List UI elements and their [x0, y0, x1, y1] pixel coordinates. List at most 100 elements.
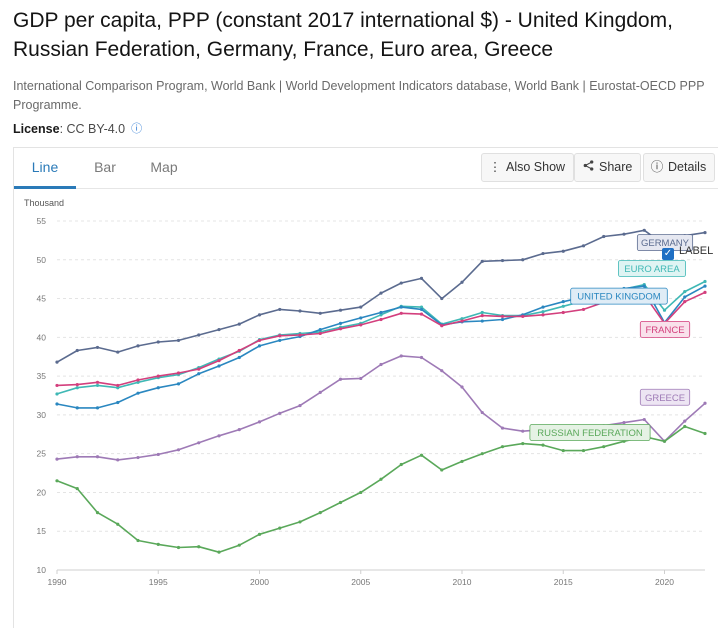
- details-button[interactable]: ⓘ Details: [643, 153, 716, 182]
- y-tick-label: 20: [37, 487, 47, 497]
- data-point-greece: [116, 458, 120, 462]
- x-tick-label: 1990: [48, 577, 67, 587]
- data-point-russian-federation: [257, 532, 262, 536]
- data-point-greece: [136, 455, 140, 460]
- series-line-russian-federation: [56, 425, 706, 554]
- data-point-greece: [95, 455, 100, 459]
- line-chart: 10 15 20 25 30 35 40 45 50 55 Thousand 1990 1995 2000…: [24, 198, 707, 587]
- data-point-france: [338, 327, 343, 331]
- data-point-france: [237, 348, 241, 353]
- data-point-germany: [440, 296, 444, 301]
- data-point-united-kingdom: [379, 310, 383, 315]
- data-point-russian-federation: [379, 477, 383, 481]
- data-point-france: [176, 371, 181, 375]
- data-point-euro-area: [541, 310, 545, 314]
- data-point-united-kingdom: [419, 307, 424, 312]
- data-point-germany: [480, 259, 484, 263]
- data-point-russian-federation: [197, 545, 201, 549]
- data-point-euro-area: [75, 386, 79, 390]
- share-button[interactable]: Share: [574, 153, 642, 182]
- data-point-greece: [176, 448, 181, 452]
- data-point-greece: [703, 401, 707, 405]
- data-point-russian-federation: [176, 545, 181, 550]
- data-point-france: [156, 374, 160, 378]
- data-point-germany: [136, 344, 140, 348]
- tab-bar-chart[interactable]: Bar: [94, 159, 116, 175]
- info-icon[interactable]: ⓘ: [131, 123, 143, 135]
- series-label-euro-area: EURO AREA: [624, 264, 680, 275]
- data-point-greece: [500, 426, 505, 430]
- data-point-united-kingdom: [399, 305, 403, 309]
- data-point-russian-federation: [500, 445, 505, 449]
- checkbox-icon[interactable]: ✓: [662, 248, 674, 260]
- data-point-germany: [541, 251, 545, 256]
- series-label-box-france: [639, 320, 691, 338]
- data-point-france: [541, 313, 545, 317]
- data-point-france: [480, 314, 484, 318]
- data-point-russian-federation: [75, 486, 79, 491]
- data-point-euro-area: [662, 308, 667, 312]
- data-point-united-kingdom: [561, 300, 565, 304]
- data-point-russian-federation: [602, 445, 606, 449]
- data-point-united-kingdom: [278, 338, 282, 343]
- data-point-greece: [298, 403, 302, 408]
- data-point-germany: [399, 281, 403, 285]
- data-point-france: [703, 290, 707, 294]
- y-tick-label: 45: [37, 294, 47, 304]
- data-point-greece: [75, 455, 79, 459]
- y-tick-label: 30: [37, 410, 47, 420]
- data-point-germany: [257, 313, 262, 317]
- data-point-united-kingdom: [156, 386, 160, 390]
- data-point-germany: [318, 311, 322, 315]
- license-label: License: [13, 122, 60, 136]
- series-line-france: [56, 291, 706, 387]
- data-point-germany: [75, 348, 79, 353]
- data-point-united-kingdom: [642, 284, 646, 288]
- data-point-united-kingdom: [703, 284, 707, 288]
- data-point-russian-federation: [440, 468, 444, 472]
- series-label-box-euro-area: [618, 260, 686, 277]
- data-point-france: [683, 300, 687, 304]
- tab-map[interactable]: Map: [150, 159, 178, 175]
- data-point-united-kingdom: [338, 321, 343, 325]
- page-title: GDP per capita, PPP (constant 2017 inter…: [13, 9, 673, 61]
- also-show-label: Also Show: [506, 160, 566, 174]
- x-tick-label: 2005: [351, 577, 370, 587]
- data-point-united-kingdom: [197, 372, 201, 376]
- data-point-greece: [55, 457, 59, 461]
- data-point-germany: [419, 276, 424, 280]
- chart-panel: Line Bar Map ⋮ Also Show Share ⓘ Details ✓…: [13, 147, 718, 628]
- tab-line[interactable]: Line: [14, 148, 76, 189]
- data-point-greece: [156, 452, 160, 457]
- data-point-greece: [217, 434, 221, 438]
- data-point-france: [55, 383, 59, 388]
- data-point-france: [419, 312, 424, 316]
- y-tick-label: 25: [37, 449, 47, 459]
- tab-bar: Line Bar Map ⋮ Also Show Share ⓘ Details: [14, 148, 718, 189]
- x-tick-label: 1995: [149, 577, 168, 587]
- data-point-united-kingdom: [55, 402, 59, 406]
- data-point-united-kingdom: [75, 406, 79, 410]
- data-point-euro-area: [95, 383, 100, 388]
- data-point-russian-federation: [136, 538, 140, 543]
- series-line-greece: [56, 355, 706, 461]
- data-point-germany: [156, 340, 160, 344]
- data-point-united-kingdom: [359, 316, 363, 320]
- data-point-france: [116, 383, 120, 388]
- data-point-united-kingdom: [541, 305, 545, 309]
- series-label-germany: GERMANY: [641, 238, 690, 249]
- data-point-france: [217, 359, 221, 363]
- share-label: Share: [599, 160, 633, 174]
- series-label-box-russian-federation: [529, 424, 651, 441]
- data-point-united-kingdom: [257, 344, 262, 348]
- label-toggle[interactable]: ✓ LABEL: [662, 245, 713, 260]
- y-axis-label: Thousand: [24, 198, 64, 208]
- series-label-united-kingdom: UNITED KINGDOM: [577, 292, 660, 303]
- data-point-russian-federation: [561, 448, 565, 453]
- data-point-germany: [237, 322, 241, 326]
- also-show-button[interactable]: ⋮ Also Show: [481, 153, 575, 182]
- data-point-russian-federation: [95, 511, 100, 515]
- data-point-france: [379, 317, 383, 322]
- data-point-euro-area: [55, 392, 59, 396]
- data-point-russian-federation: [298, 520, 302, 524]
